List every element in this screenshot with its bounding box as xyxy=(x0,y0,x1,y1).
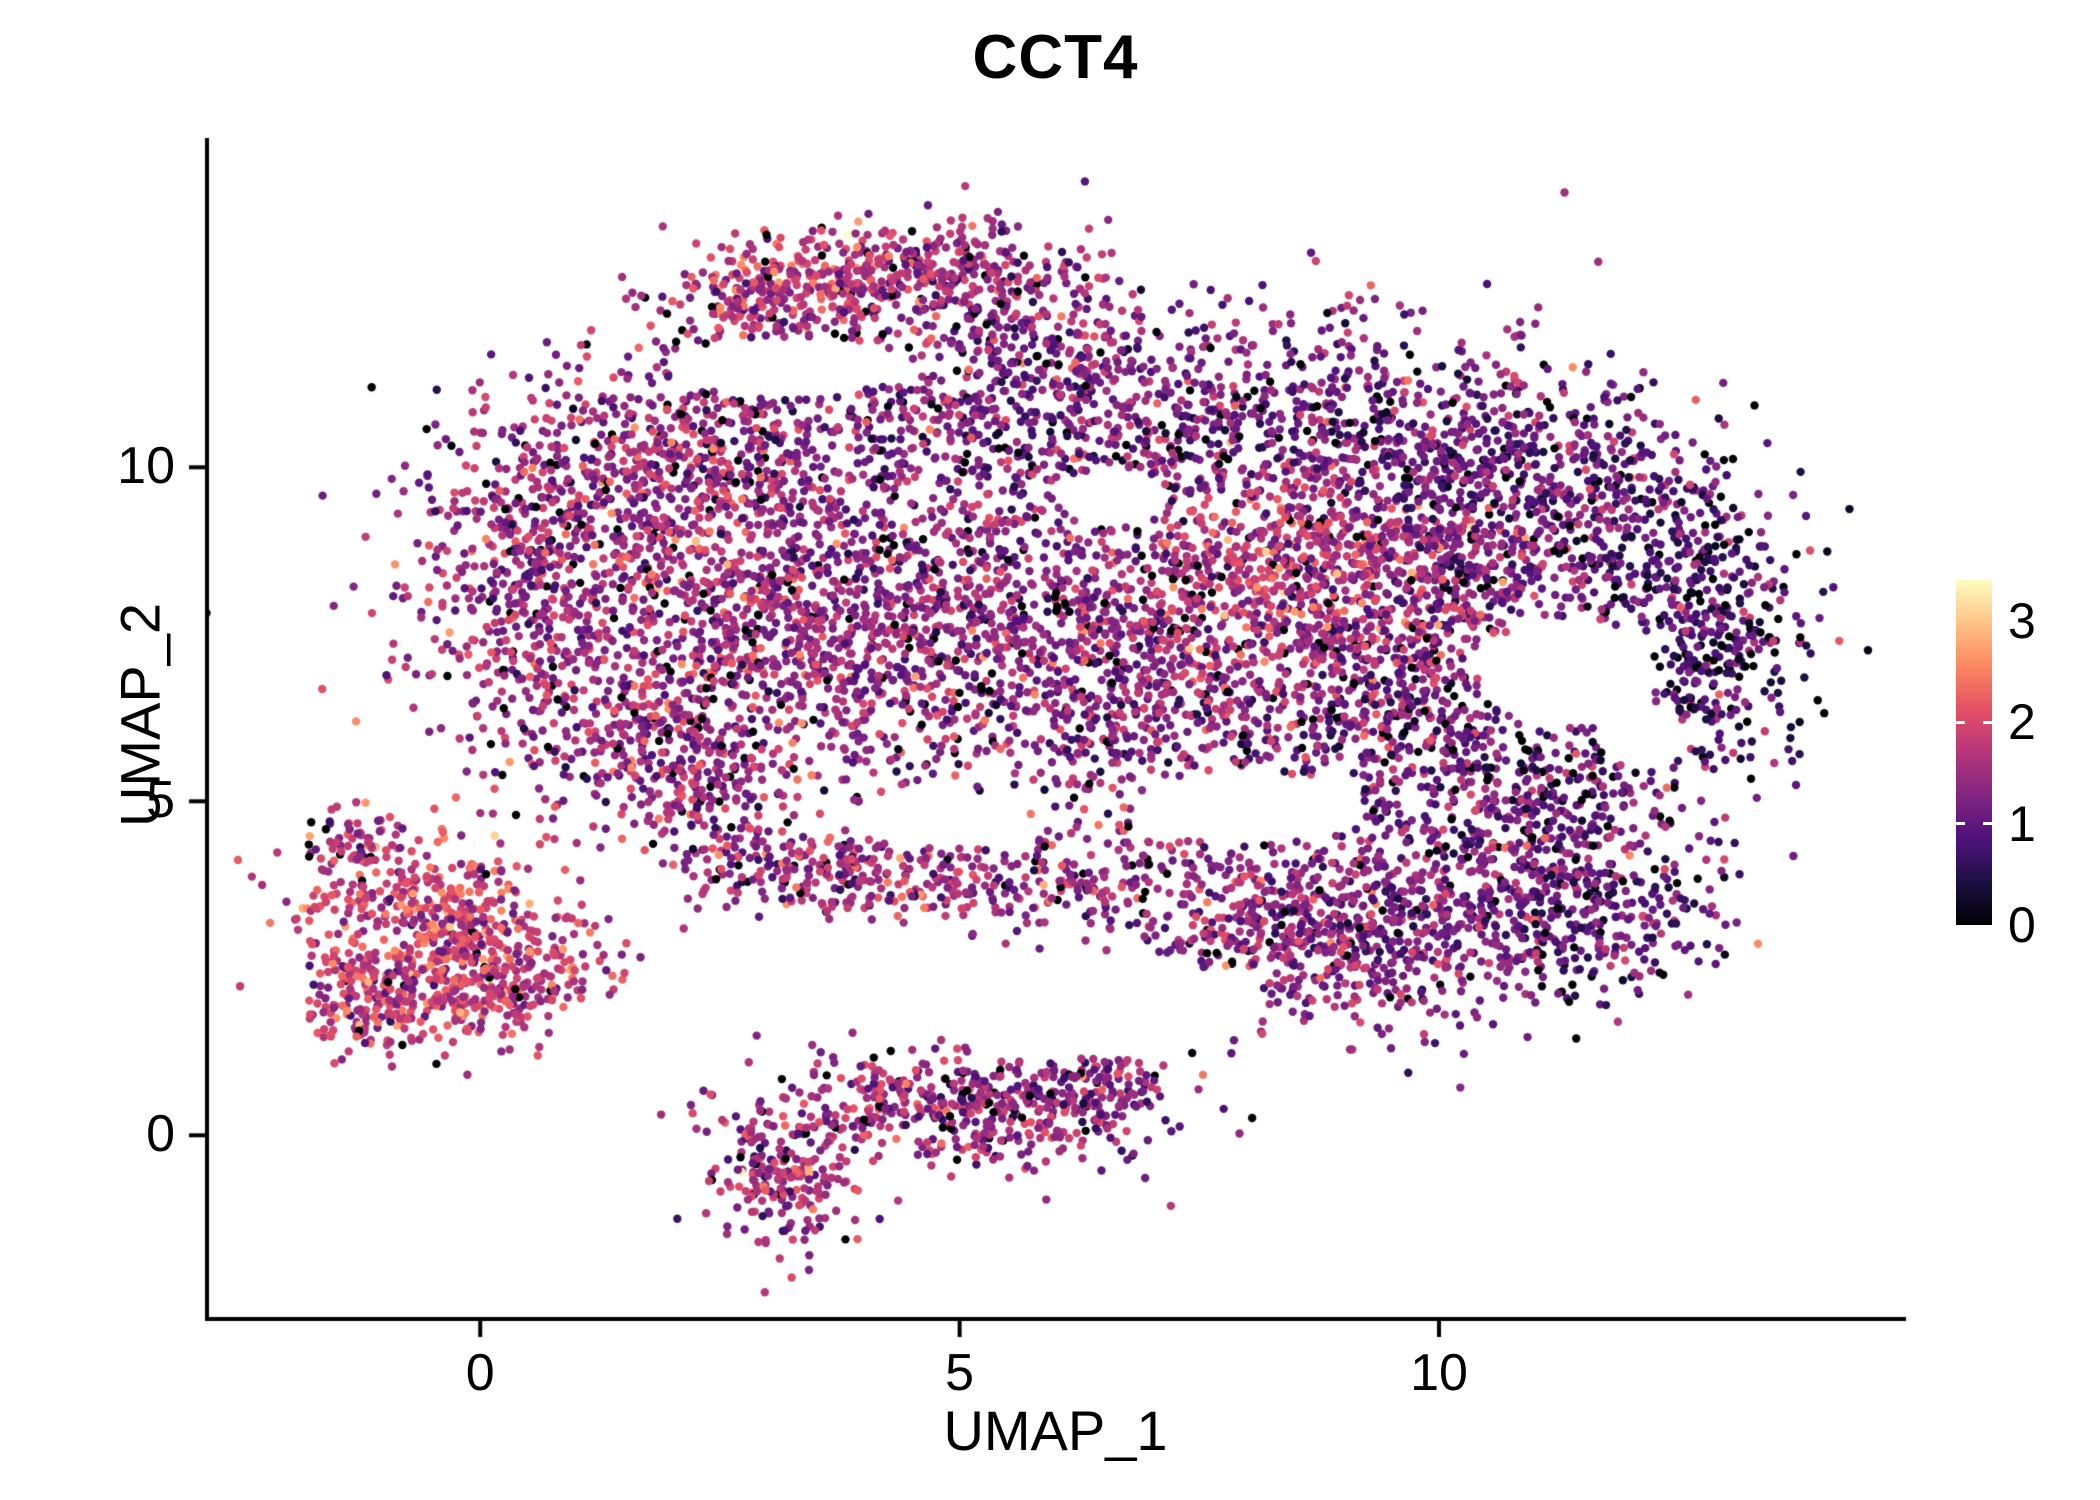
colorbar-gradient xyxy=(1956,580,1992,925)
colorbar-tick-mark xyxy=(1983,720,1992,724)
x-tick-label: 5 xyxy=(945,1344,975,1402)
colorbar-label: 0 xyxy=(2008,897,2036,953)
x-tick-label: 0 xyxy=(465,1344,495,1402)
y-tick-label: 0 xyxy=(146,1105,175,1164)
colorbar-label: 3 xyxy=(2008,592,2036,649)
chart-title: CCT4 xyxy=(972,23,1139,92)
y-tick-label: 5 xyxy=(146,771,175,830)
y-tick-label: 10 xyxy=(117,437,175,496)
x-tick-label: 10 xyxy=(1410,1344,1468,1402)
colorbar-tick-mark xyxy=(1956,720,1965,724)
colorbar-tick-mark xyxy=(1983,822,1992,826)
colorbar-label: 1 xyxy=(2008,795,2036,852)
colorbar-label: 2 xyxy=(2008,694,2036,751)
x-axis-label: UMAP_1 xyxy=(943,1399,1168,1462)
colorbar-tick-mark xyxy=(1956,822,1965,826)
